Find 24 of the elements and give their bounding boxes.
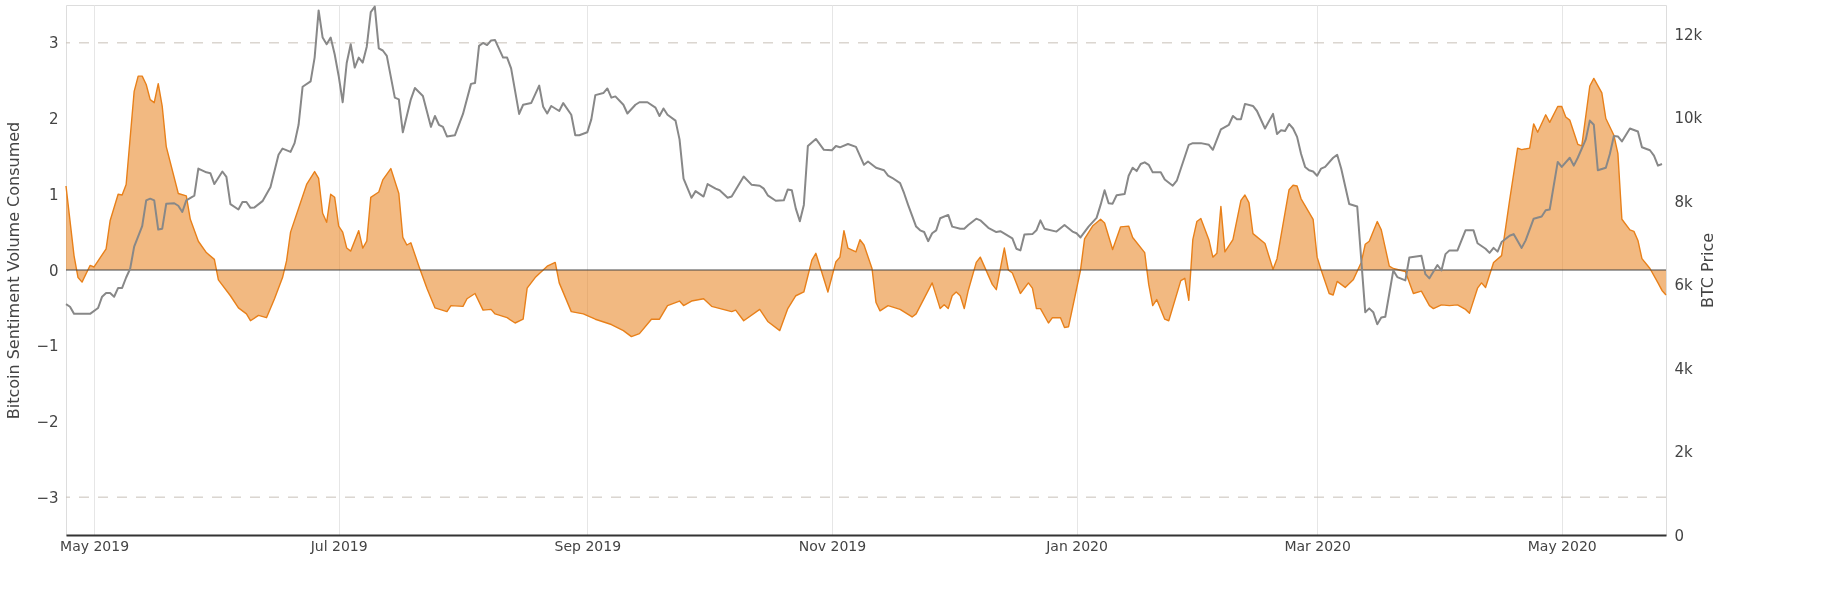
x-tick-label: Jul 2019	[309, 537, 368, 554]
y2-tick-label: 8k	[1674, 192, 1694, 211]
y-tick-label: −3	[36, 488, 59, 507]
x-tick-label: Sep 2019	[554, 537, 622, 554]
y2-tick-label: 2k	[1674, 443, 1694, 462]
x-tick-label: Jan 2020	[1045, 537, 1108, 554]
x-tick-label: May 2019	[60, 537, 130, 554]
y2-tick-label: 12k	[1674, 25, 1703, 44]
y2-tick-label: 6k	[1674, 276, 1694, 295]
y-tick-label: 1	[48, 185, 59, 204]
line-series	[65, 5, 1663, 326]
y-tick-label: −2	[36, 412, 59, 431]
y2-tick-label: 10k	[1674, 109, 1703, 128]
x-tick-label: May 2020	[1527, 537, 1597, 554]
y-tick-label: 0	[48, 261, 59, 280]
x-tick-label: Nov 2019	[798, 537, 867, 554]
y2-axis-title: BTC Price	[1698, 232, 1718, 309]
y-axis-title: Bitcoin Sentiment Volume Consumed	[4, 121, 24, 420]
y-tick-label: 3	[48, 34, 59, 53]
x-tick-label: Mar 2020	[1284, 537, 1351, 554]
y-tick-label: −1	[36, 337, 59, 356]
y-tick-label: 2	[48, 110, 59, 129]
y2-tick-label: 0	[1674, 526, 1685, 545]
y2-tick-label: 4k	[1674, 359, 1694, 378]
